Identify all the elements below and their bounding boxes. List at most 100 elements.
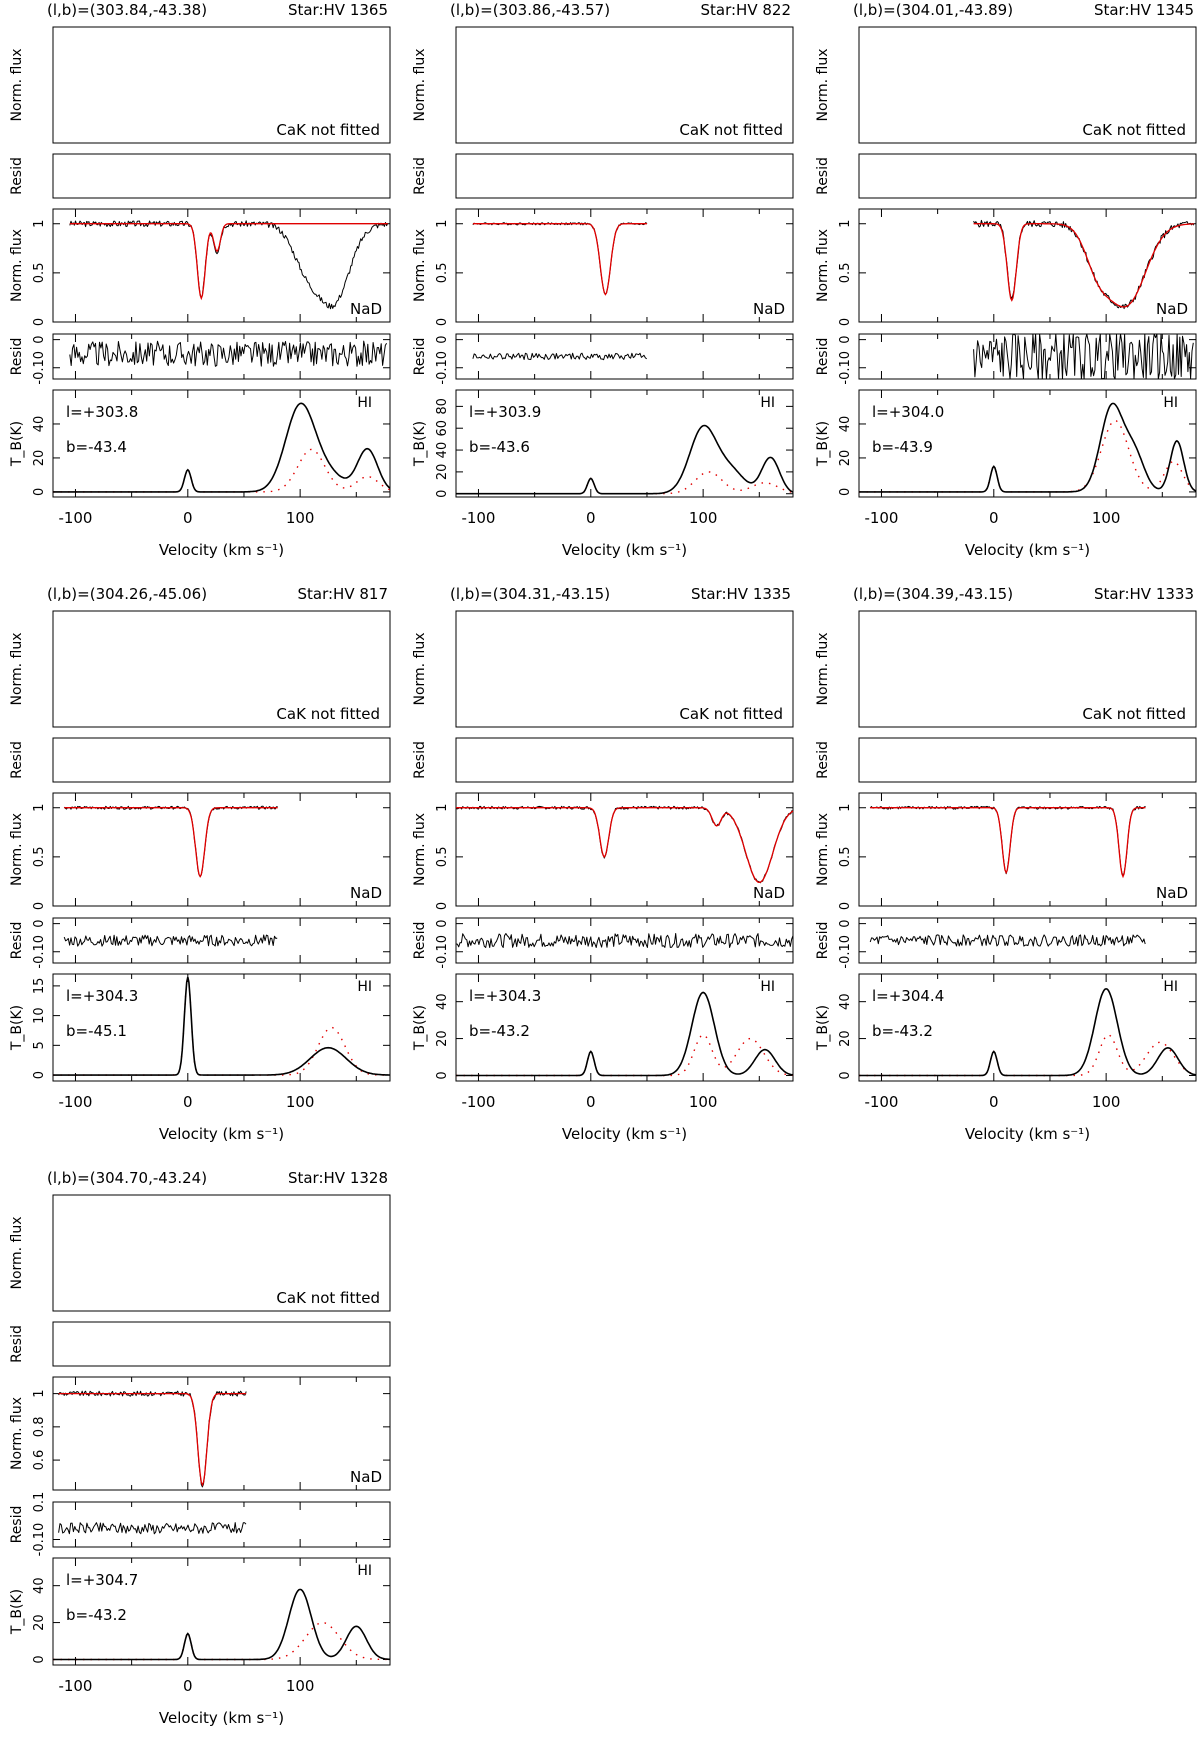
cak-note: CaK not fitted	[1082, 121, 1186, 139]
x-tick-label: -100	[58, 1677, 92, 1695]
cak-note: CaK not fitted	[679, 705, 783, 723]
y-tick-label: 0	[32, 1655, 47, 1663]
hi-model-dotted	[859, 419, 1197, 493]
y-tick-label: 0	[435, 490, 450, 498]
y-tick-label: 80	[435, 398, 450, 415]
nad-residual	[58, 1522, 247, 1535]
nad-residual	[472, 352, 647, 361]
cak-note: CaK not fitted	[1082, 705, 1186, 723]
cak-resid-panel-ylabel: Resid	[9, 741, 25, 779]
nad-resid-panel-ylabel: Resid	[9, 338, 25, 376]
hi-panel	[858, 389, 1197, 498]
y-tick-label: 1	[435, 220, 450, 228]
x-tick-label: 100	[286, 1677, 315, 1695]
y-tick-label: 1	[838, 220, 853, 228]
nad-observed-spectrum	[63, 805, 278, 878]
block-star-name: Star:HV 1365	[288, 1, 388, 19]
galactic-b: b=-43.4	[66, 438, 127, 456]
hi-panel-ylabel: T_B(K)	[9, 1589, 25, 1635]
nad-flux-panel-ylabel: Norm. flux	[9, 1397, 25, 1470]
spectrum-block: (l,b)=(304.01,-43.89) Star:HV 1345 Norm. f…	[815, 1, 1197, 559]
y-tick-label: 0.8	[32, 1417, 47, 1438]
y-tick-label: -0.10	[838, 935, 853, 969]
block-coordinates: (l,b)=(304.31,-43.15)	[450, 585, 610, 603]
cak-flux-panel	[455, 610, 794, 728]
x-axis-label: Velocity (km s⁻¹)	[562, 1125, 687, 1143]
galactic-b: b=-45.1	[66, 1022, 127, 1040]
y-tick-label: 0	[32, 488, 47, 496]
hi-panel	[858, 973, 1197, 1082]
galactic-b: b=-43.6	[469, 438, 530, 456]
nad-flux-panel	[52, 792, 391, 907]
x-tick-label: 0	[183, 1677, 193, 1695]
nad-model-fit	[472, 223, 647, 296]
hi-label: HI	[1163, 395, 1178, 411]
hi-panel-ylabel: T_B(K)	[412, 1005, 428, 1051]
y-tick-label: 0.5	[435, 263, 450, 284]
hi-panel-ylabel: T_B(K)	[815, 1005, 831, 1051]
cak-resid-panel	[52, 737, 391, 783]
x-tick-label: -100	[461, 509, 495, 527]
x-tick-label: -100	[58, 1093, 92, 1111]
nad-resid-panel-ylabel: Resid	[815, 922, 831, 960]
nad-resid-panel	[52, 1501, 391, 1548]
hi-profile	[53, 402, 391, 493]
nad-label: NaD	[350, 1468, 382, 1486]
hi-model-dotted	[53, 1621, 391, 1661]
hi-label: HI	[357, 395, 372, 411]
y-tick-label: 0	[838, 318, 853, 326]
y-tick-label: 0	[32, 919, 47, 927]
hi-label: HI	[357, 1563, 372, 1579]
y-tick-label: 1	[32, 220, 47, 228]
cak-resid-panel	[858, 737, 1197, 783]
y-tick-label: 0.6	[32, 1450, 47, 1471]
galactic-l: l=+304.0	[872, 403, 944, 421]
nad-residual	[973, 333, 1194, 380]
block-star-name: Star:HV 817	[298, 585, 389, 603]
cak-note: CaK not fitted	[276, 705, 380, 723]
galactic-b: b=-43.2	[469, 1022, 530, 1040]
cak-resid-panel-ylabel: Resid	[815, 741, 831, 779]
y-tick-label: 10	[32, 1007, 47, 1024]
hi-model-dotted	[859, 1034, 1197, 1077]
cak-resid-panel-ylabel: Resid	[9, 157, 25, 195]
y-tick-label: 0.5	[435, 847, 450, 868]
hi-label: HI	[357, 979, 372, 995]
y-tick-label: 0.5	[32, 263, 47, 284]
nad-label: NaD	[350, 884, 382, 902]
y-tick-label: -0.10	[32, 935, 47, 969]
block-star-name: Star:HV 1328	[288, 1169, 388, 1187]
y-tick-label: -0.10	[32, 1523, 47, 1557]
nad-flux-panel-ylabel: Norm. flux	[815, 813, 831, 886]
cak-note: CaK not fitted	[276, 121, 380, 139]
y-tick-label: 40	[435, 993, 450, 1010]
y-tick-label: 40	[435, 442, 450, 459]
x-tick-label: 100	[689, 1093, 718, 1111]
nad-resid-panel-ylabel: Resid	[412, 922, 428, 960]
cak-note: CaK not fitted	[679, 121, 783, 139]
nad-model-fit	[64, 807, 278, 878]
y-tick-label: 0	[838, 488, 853, 496]
block-star-name: Star:HV 1345	[1094, 1, 1194, 19]
block-coordinates: (l,b)=(304.39,-43.15)	[853, 585, 1013, 603]
block-coordinates: (l,b)=(304.01,-43.89)	[853, 1, 1013, 19]
cak-resid-panel	[52, 153, 391, 199]
block-coordinates: (l,b)=(304.26,-45.06)	[47, 585, 207, 603]
hi-panel-ylabel: T_B(K)	[412, 421, 428, 467]
y-tick-label: 40	[32, 416, 47, 433]
cak-resid-panel-ylabel: Resid	[412, 157, 428, 195]
cak-flux-panel-ylabel: Norm. flux	[412, 48, 428, 121]
nad-model-fit	[973, 223, 1194, 308]
hi-panel	[52, 389, 391, 498]
nad-observed-spectrum	[472, 222, 648, 295]
x-tick-label: 0	[586, 1093, 596, 1111]
y-tick-label: 1	[32, 804, 47, 812]
nad-resid-panel	[52, 917, 391, 964]
galactic-l: l=+304.7	[66, 1571, 138, 1589]
nad-label: NaD	[753, 884, 785, 902]
y-tick-label: 0	[838, 919, 853, 927]
hi-panel	[455, 973, 794, 1082]
y-tick-label: 40	[838, 993, 853, 1010]
x-axis-label: Velocity (km s⁻¹)	[965, 541, 1090, 559]
